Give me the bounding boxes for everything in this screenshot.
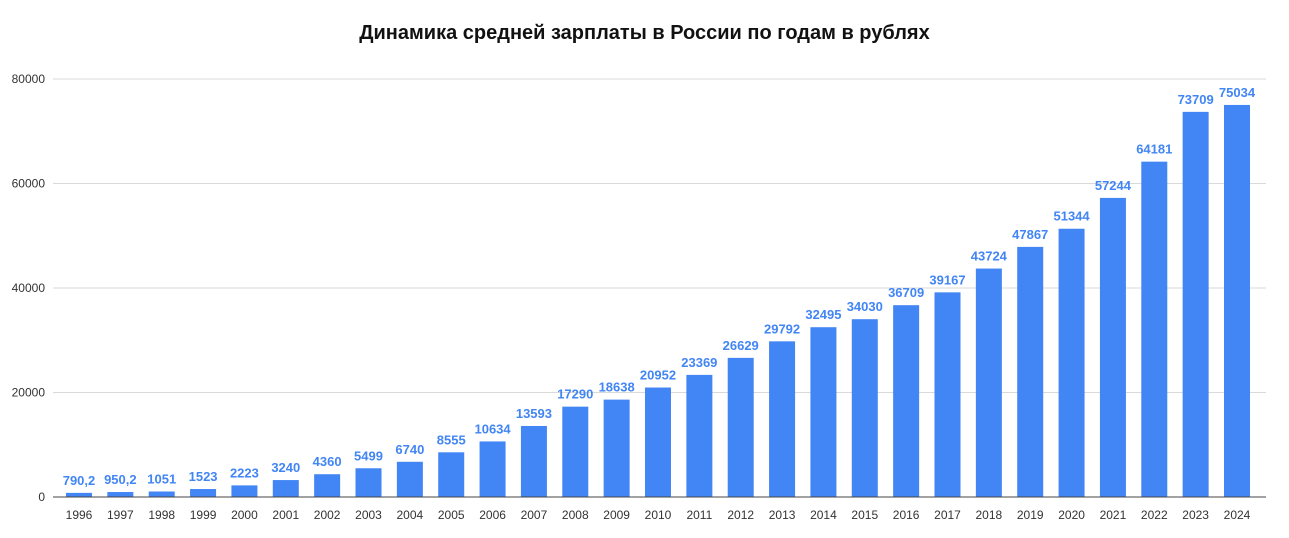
x-tick-label-2018: 2018	[976, 508, 1003, 522]
data-label-2009: 18638	[599, 380, 635, 395]
bar-2008	[562, 406, 589, 497]
bar-1999	[190, 489, 217, 497]
bar-2009	[603, 399, 630, 497]
bar-2012	[727, 357, 754, 497]
x-tick-label-2003: 2003	[355, 508, 382, 522]
data-label-2024: 75034	[1219, 85, 1256, 100]
data-label-2015: 34030	[847, 299, 883, 314]
bar-2019	[1017, 246, 1044, 497]
data-label-2013: 29792	[764, 321, 800, 336]
bar-2023	[1182, 111, 1209, 497]
bar-2014	[810, 327, 837, 497]
bar-2021	[1099, 197, 1126, 498]
x-tick-label-1996: 1996	[66, 508, 93, 522]
bar-1997	[107, 492, 134, 497]
x-tick-label-2023: 2023	[1182, 508, 1209, 522]
y-tick-label: 40000	[12, 281, 46, 295]
data-label-2006: 10634	[474, 421, 511, 436]
data-label-2005: 8555	[437, 432, 466, 447]
bar-2020	[1058, 228, 1085, 497]
x-tick-label-2014: 2014	[810, 508, 837, 522]
data-label-2011: 23369	[681, 355, 717, 370]
data-label-2023: 73709	[1178, 92, 1214, 107]
bar-2022	[1141, 161, 1168, 497]
bar-2016	[893, 305, 920, 497]
bar-2000	[231, 485, 258, 497]
x-tick-label-2017: 2017	[934, 508, 961, 522]
bar-2006	[479, 441, 506, 497]
data-label-2004: 6740	[395, 442, 424, 457]
x-tick-label-2010: 2010	[645, 508, 672, 522]
x-tick-label-1999: 1999	[190, 508, 217, 522]
bar-2002	[314, 474, 341, 497]
x-tick-label-2004: 2004	[397, 508, 424, 522]
chart-title: Динамика средней зарплаты в России по го…	[359, 22, 930, 44]
data-label-2020: 51344	[1053, 209, 1090, 224]
x-tick-label-2006: 2006	[479, 508, 506, 522]
data-label-2010: 20952	[640, 368, 676, 383]
data-label-2012: 26629	[723, 338, 759, 353]
x-tick-label-2007: 2007	[521, 508, 548, 522]
x-tick-label-2008: 2008	[562, 508, 589, 522]
x-tick-label-2016: 2016	[893, 508, 920, 522]
data-label-2002: 4360	[313, 454, 342, 469]
bar-2017	[934, 292, 961, 497]
x-tick-label-2001: 2001	[272, 508, 299, 522]
x-tick-label-1998: 1998	[148, 508, 175, 522]
data-label-2016: 36709	[888, 285, 924, 300]
bar-2005	[438, 452, 465, 497]
x-tick-label-2013: 2013	[769, 508, 796, 522]
data-label-2000: 2223	[230, 465, 259, 480]
x-tick-label-2002: 2002	[314, 508, 341, 522]
bar-2010	[645, 387, 671, 497]
y-tick-label: 80000	[12, 72, 46, 86]
data-labels: 790,2 950,2 1051 1523 2223 3240 4360 5499 6740 85…	[63, 85, 1256, 488]
x-tick-label-2000: 2000	[231, 508, 258, 522]
bar-1996	[66, 492, 92, 497]
data-label-2019: 47867	[1012, 227, 1048, 242]
bar-2015	[851, 319, 878, 497]
bar-2001	[272, 480, 299, 497]
data-label-2014: 32495	[805, 307, 841, 322]
bar-2011	[686, 374, 713, 497]
data-label-2001: 3240	[271, 460, 300, 475]
bar-2004	[396, 461, 423, 497]
x-tick-label-2011: 2011	[686, 508, 712, 522]
x-tick-label-2009: 2009	[603, 508, 630, 522]
y-tick-label: 0	[38, 490, 45, 504]
data-label-2007: 13593	[516, 406, 552, 421]
x-tick-label-2019: 2019	[1017, 508, 1044, 522]
bar-1998	[148, 491, 175, 497]
data-label-1997: 950,2	[104, 472, 137, 487]
x-tick-label-2005: 2005	[438, 508, 465, 522]
y-axis-ticks: 0 20000 40000 60000 80000	[12, 72, 46, 504]
data-label-1996: 790,2	[63, 473, 96, 488]
bar-2018	[975, 268, 1002, 497]
bar-2024	[1224, 104, 1250, 497]
x-tick-label-2024: 2024	[1224, 508, 1251, 522]
data-label-1998: 1051	[147, 472, 176, 487]
data-label-2018: 43724	[971, 249, 1008, 264]
bar-2007	[520, 425, 547, 497]
bar-2013	[769, 341, 796, 497]
data-label-2021: 57244	[1095, 178, 1132, 193]
x-tick-label-2020: 2020	[1058, 508, 1085, 522]
bar-2003	[355, 468, 382, 497]
x-tick-label-2022: 2022	[1141, 508, 1168, 522]
y-tick-label: 20000	[12, 386, 46, 400]
x-tick-label-1997: 1997	[107, 508, 134, 522]
data-label-2017: 39167	[929, 272, 965, 287]
y-tick-label: 60000	[12, 177, 46, 191]
x-tick-label-2012: 2012	[727, 508, 754, 522]
data-label-2008: 17290	[557, 387, 593, 402]
x-axis-ticks: 1996 1997 1998 1999 2000 2001 2002 2003 2004 2005…	[66, 508, 1251, 522]
x-tick-label-2021: 2021	[1100, 508, 1127, 522]
data-label-2003: 5499	[354, 448, 383, 463]
x-tick-label-2015: 2015	[851, 508, 878, 522]
bars	[66, 104, 1250, 498]
data-label-2022: 64181	[1136, 142, 1172, 157]
data-label-1999: 1523	[189, 469, 218, 484]
